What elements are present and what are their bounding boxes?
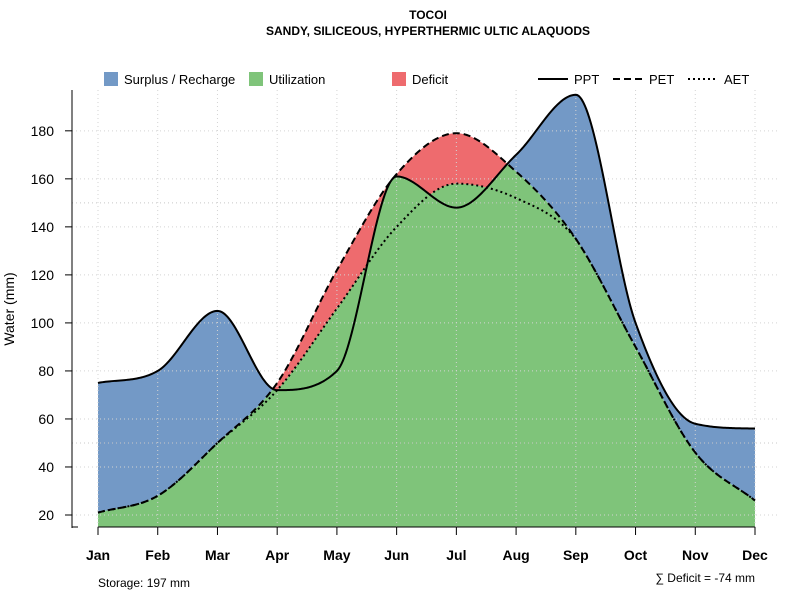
y-tick-label-40: 40 xyxy=(38,459,54,475)
x-tick-label-oct: Oct xyxy=(624,547,648,563)
legend: Surplus / Recharge Utilization Deficit PPT P… xyxy=(104,72,749,87)
x-tick-label-may: May xyxy=(323,547,350,563)
series-line-pet xyxy=(97,132,756,514)
legend-label-ppt: PPT xyxy=(574,72,599,87)
storage-label: Storage: 197 mm xyxy=(98,576,190,590)
legend-swatch-deficit xyxy=(392,72,406,86)
y-tick-label-120: 120 xyxy=(31,267,55,283)
x-tick-label-jul: Jul xyxy=(446,547,466,563)
plot-area xyxy=(72,90,780,527)
chart-subtitle: SANDY, SILICEOUS, HYPERTHERMIC ULTIC ALA… xyxy=(266,24,590,38)
series-line-ppt xyxy=(97,93,756,430)
legend-label-pet: PET xyxy=(649,72,674,87)
y-tick-label-100: 100 xyxy=(31,315,55,331)
area-layer xyxy=(98,94,755,527)
axes: 20 40 60 80 100 120 140 160 180 Jan Feb Mar Apr May Ju… xyxy=(31,90,768,563)
legend-swatch-surplus-recharge xyxy=(104,72,118,86)
y-tick-label-140: 140 xyxy=(31,219,55,235)
legend-label-aet: AET xyxy=(724,72,749,87)
x-tick-label-apr: Apr xyxy=(265,547,290,563)
x-tick-label-mar: Mar xyxy=(205,547,230,563)
x-tick-label-sep: Sep xyxy=(563,547,589,563)
y-tick-label-80: 80 xyxy=(38,363,54,379)
legend-label-utilization: Utilization xyxy=(269,72,325,87)
grid xyxy=(72,90,780,527)
y-tick-label-20: 20 xyxy=(38,507,54,523)
x-tick-label-aug: Aug xyxy=(502,547,529,563)
y-tick-label-60: 60 xyxy=(38,411,54,427)
x-tick-label-jan: Jan xyxy=(86,547,110,563)
series-lines xyxy=(97,93,756,514)
y-tick-label-180: 180 xyxy=(31,123,55,139)
series-line-aet xyxy=(97,182,756,514)
x-tick-label-jun: Jun xyxy=(384,547,409,563)
deficit-label: ∑ Deficit = -74 mm xyxy=(655,571,755,585)
y-tick-label-160: 160 xyxy=(31,171,55,187)
legend-swatch-utilization xyxy=(249,72,263,86)
area-surplus xyxy=(98,94,755,513)
x-tick-label-nov: Nov xyxy=(682,547,709,563)
area-utilization xyxy=(98,164,755,527)
y-axis-label: Water (mm) xyxy=(1,272,17,345)
chart-title: TOCOI xyxy=(409,8,447,22)
x-tick-label-dec: Dec xyxy=(742,547,768,563)
legend-label-surplus-recharge: Surplus / Recharge xyxy=(124,72,235,87)
x-tick-label-feb: Feb xyxy=(145,547,170,563)
legend-label-deficit: Deficit xyxy=(412,72,449,87)
